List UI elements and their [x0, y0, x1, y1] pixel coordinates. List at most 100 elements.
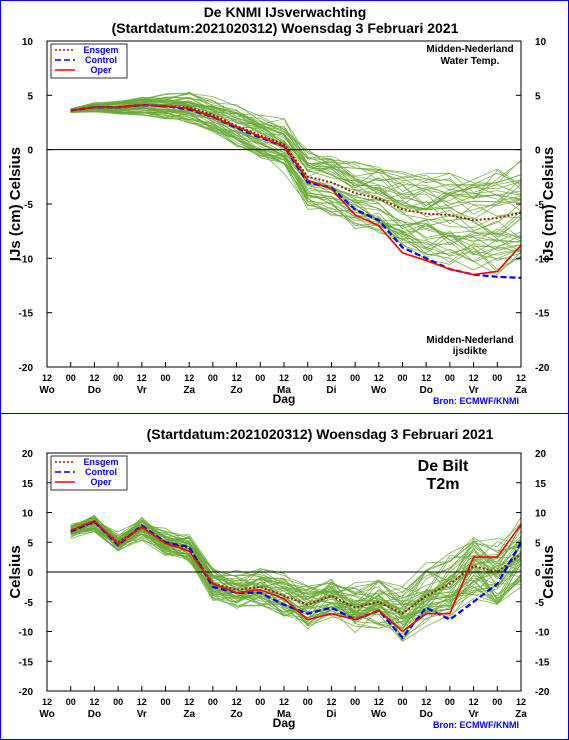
x-tick-hour-label: 00: [66, 373, 76, 383]
y-tick-label-right: 5: [535, 538, 541, 549]
series-line-control: [70, 520, 522, 640]
y-tick-label-left: -20: [19, 363, 34, 374]
y-tick-label-left: 20: [22, 449, 34, 460]
y-axis-label-left: IJs (cm) Celsius: [7, 147, 24, 261]
x-tick-hour-label: 00: [113, 697, 123, 707]
x-tick-day-label: Do: [420, 385, 433, 396]
x-tick-hour-label: 12: [469, 697, 479, 707]
source-label: Bron: ECMWF/KNMI: [433, 720, 519, 730]
ensemble-member-line: [70, 530, 522, 628]
y-tick-label-right: -15: [535, 657, 550, 668]
ensemble-member-line: [70, 527, 522, 629]
y-tick-label-left: 15: [22, 479, 34, 490]
plot-frame: [46, 40, 522, 368]
y-tick-label-right: -10: [535, 628, 550, 639]
legend-label-oper: Oper: [90, 477, 112, 487]
y-tick-label-right: 20: [535, 449, 547, 460]
y-tick-label-right: -20: [535, 363, 550, 374]
x-tick-hour-label: 00: [303, 373, 313, 383]
y-axis-label-left: Celsius: [7, 545, 24, 598]
ensemble-member-line: [70, 521, 522, 604]
x-tick-day-label: Wo: [371, 385, 386, 396]
ensemble-members: [70, 91, 522, 276]
x-tick-day-label: Di: [326, 385, 336, 396]
annotation-bottom-right: Midden-Nederland: [426, 335, 513, 346]
x-tick-hour-label: 12: [374, 697, 384, 707]
y-tick-label-right: -5: [535, 200, 544, 211]
x-tick-hour-label: 12: [137, 697, 147, 707]
y-tick-label-left: -20: [19, 687, 34, 698]
y-tick-label-left: -15: [19, 657, 34, 668]
legend-label-oper: Oper: [90, 65, 112, 75]
x-tick-hour-label: 00: [397, 697, 407, 707]
ensemble-member-line: [70, 109, 522, 276]
y-tick-label-left: 0: [27, 568, 33, 579]
x-tick-hour-label: 00: [445, 373, 455, 383]
legend-label-ensgem: Ensgem: [83, 457, 118, 467]
ensemble-member-line: [70, 111, 522, 262]
x-tick-hour-label: 00: [255, 697, 265, 707]
x-tick-day-label: Za: [183, 709, 195, 720]
x-tick-hour-label: 12: [516, 373, 526, 383]
x-tick-hour-label: 00: [208, 373, 218, 383]
y-tick-label-left: 10: [22, 37, 34, 48]
x-tick-day-label: Zo: [230, 385, 242, 396]
ensemble-member-line: [70, 96, 522, 193]
x-tick-day-label: Vr: [137, 709, 147, 720]
x-tick-hour-label: 00: [255, 373, 265, 383]
y-tick-label-left: 0: [27, 146, 33, 157]
x-tick-hour-label: 00: [492, 697, 502, 707]
x-tick-hour-label: 00: [350, 697, 360, 707]
x-tick-hour-label: 12: [279, 373, 289, 383]
x-tick-hour-label: 00: [303, 697, 313, 707]
y-tick-label-left: -10: [19, 254, 34, 265]
x-tick-day-label: Za: [515, 709, 527, 720]
series-line-ensgem: [70, 104, 522, 222]
ensemble-member-line: [70, 106, 522, 238]
x-tick-hour-label: 00: [160, 697, 170, 707]
y-tick-label-right: 0: [535, 568, 541, 579]
source-label: Bron: ECMWF/KNMI: [433, 396, 519, 406]
annotation-top-right: Water Temp.: [441, 56, 500, 67]
x-tick-hour-label: 12: [421, 373, 431, 383]
y-tick-label-left: 10: [22, 509, 34, 520]
x-tick-hour-label: 12: [232, 697, 242, 707]
x-tick-hour-label: 00: [208, 697, 218, 707]
chart-subtitle: (Startdatum:2021020312) Woensdag 3 Febru…: [112, 20, 459, 36]
x-tick-day-label: Do: [420, 709, 433, 720]
chart-title: (Startdatum:2021020312) Woensdag 3 Febru…: [147, 426, 494, 442]
x-tick-day-label: Wo: [39, 385, 54, 396]
x-tick-day-label: Do: [88, 709, 101, 720]
x-tick-hour-label: 12: [469, 373, 479, 383]
ensemble-member-line: [70, 108, 522, 263]
ensemble-member-line: [70, 111, 522, 270]
ensemble-member-line: [70, 527, 522, 643]
x-tick-day-label: Vr: [469, 385, 479, 396]
x-tick-day-label: Ma: [277, 709, 291, 720]
x-tick-day-label: Zo: [230, 709, 242, 720]
x-tick-hour-label: 12: [89, 697, 99, 707]
ensemble-member-line: [70, 109, 522, 271]
y-tick-label-left: -15: [19, 309, 34, 320]
y-tick-label-right: 15: [535, 479, 547, 490]
ensemble-member-line: [70, 108, 522, 251]
ensemble-members: [70, 514, 522, 643]
ensemble-member-line: [70, 93, 522, 200]
ensemble-member-line: [70, 107, 522, 252]
legend-label-control: Control: [85, 467, 117, 477]
y-tick-label-left: -5: [24, 598, 33, 609]
y-axis-label-right: Celsius: [540, 545, 557, 598]
annotation-top-right: Midden-Nederland: [426, 44, 513, 55]
y-axis-label-right: IJs (cm) Celsius: [540, 147, 557, 261]
y-tick-label-right: -15: [535, 309, 550, 320]
y-tick-label-right: 10: [535, 37, 547, 48]
annotation-top-right: De Bilt: [418, 458, 469, 475]
x-tick-hour-label: 12: [137, 373, 147, 383]
x-tick-day-label: Vr: [137, 385, 147, 396]
x-tick-hour-label: 12: [89, 373, 99, 383]
series-line-oper: [70, 519, 522, 633]
y-tick-label-right: -5: [535, 598, 544, 609]
x-axis-label: Dag: [273, 716, 296, 730]
